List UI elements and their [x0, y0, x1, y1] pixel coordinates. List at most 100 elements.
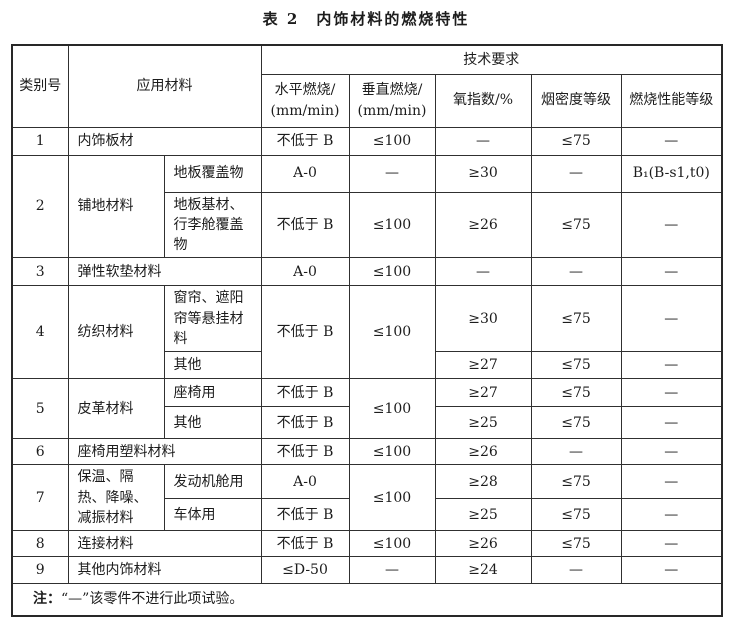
header-material: 应用材料 — [67, 44, 262, 128]
r7-cell-submaterial-1: 发动机舱用 — [163, 464, 262, 500]
table-row-7b: 车体用 不低于 B ≥25 ≤75 — — [12, 498, 723, 532]
r4-cell-oxygen-2: ≥27 — [434, 351, 532, 380]
r6-cell-category: 6 — [11, 438, 69, 466]
r8-cell-fire: — — [620, 530, 723, 558]
r8-cell-vertical: ≤100 — [348, 530, 436, 558]
r2-cell-vertical-1: — — [348, 154, 436, 193]
r7-cell-fire-2: — — [620, 498, 723, 532]
header-row-2: 水平燃烧/ (mm/min) 垂直燃烧/ (mm/min) 氧指数/% 烟密度等… — [12, 73, 723, 128]
r1-cell-vertical: ≤100 — [348, 126, 436, 156]
r4-cell-smoke-2: ≤75 — [530, 351, 622, 380]
r5-cell-smoke-1: ≤75 — [530, 378, 622, 408]
r7-cell-vertical: ≤100 — [348, 464, 436, 532]
r2-cell-material: 铺地材料 — [67, 154, 165, 259]
header-oxygen-index: 氧指数/% — [434, 73, 532, 128]
table-row-5a: 5 皮革材料 座椅用 不低于 B ≤100 ≥27 ≤75 — — [11, 378, 723, 440]
r7-cell-horizontal-2: 不低于 B — [260, 498, 350, 532]
r4-cell-fire-1: — — [620, 285, 723, 353]
header-category: 类别号 — [11, 44, 69, 128]
r7-cell-category: 7 — [11, 464, 69, 532]
table-row-1: 1 内饰板材 不低于 B ≤100 — ≤75 — — [11, 126, 723, 156]
r4-cell-submaterial-1: 窗帘、遮阳帘等悬挂材料 — [163, 285, 262, 353]
r8-cell-horizontal: 不低于 B — [260, 530, 350, 558]
r1-cell-material: 内饰板材 — [67, 126, 262, 156]
r3-cell-oxygen: — — [434, 257, 532, 287]
materials-table: 类别号 应用材料 技术要求 水平燃烧/ (mm/min) 垂直燃烧/ (mm/m… — [11, 44, 724, 617]
r2-cell-fire-1: B₁(B-s1,t0) — [620, 154, 723, 193]
r8-cell-category: 8 — [11, 530, 69, 558]
r8-cell-oxygen: ≥26 — [434, 530, 532, 558]
r7-cell-submaterial-2: 车体用 — [163, 498, 262, 532]
table-row-8: 8 连接材料 不低于 B ≤100 ≥26 ≤75 — — [11, 530, 723, 558]
r2-cell-submaterial-2: 地板基材、行李舱覆盖物 — [163, 191, 262, 259]
table-row-3: 3 弹性软垫材料 A-0 ≤100 — — — — [11, 257, 723, 287]
r4-cell-submaterial-2: 其他 — [163, 351, 262, 380]
r1-cell-oxygen: — — [434, 126, 532, 156]
r1-cell-fire: — — [620, 126, 723, 156]
r9-cell-fire: — — [620, 556, 723, 585]
r5-cell-horizontal-1: 不低于 B — [260, 378, 350, 408]
r9-cell-smoke: — — [530, 556, 622, 585]
r7-cell-smoke-2: ≤75 — [530, 498, 622, 532]
r4-cell-fire-2: — — [620, 351, 723, 380]
r2-cell-submaterial-1: 地板覆盖物 — [163, 154, 262, 193]
r5-cell-oxygen-1: ≥27 — [434, 378, 532, 408]
r8-cell-material: 连接材料 — [67, 530, 262, 558]
r7-cell-oxygen-2: ≥25 — [434, 498, 532, 532]
header-smoke-density: 烟密度等级 — [530, 73, 622, 128]
r4-cell-vertical: ≤100 — [348, 285, 436, 380]
r6-cell-vertical: ≤100 — [348, 438, 436, 466]
r6-cell-fire: — — [620, 438, 723, 466]
r7-cell-material: 保温、隔热、降噪、减振材料 — [67, 464, 165, 532]
header-horizontal-burning: 水平燃烧/ (mm/min) — [260, 73, 350, 128]
r3-cell-category: 3 — [11, 257, 69, 287]
r5-cell-oxygen-2: ≥25 — [434, 406, 532, 440]
r4-cell-horizontal: 不低于 B — [260, 285, 350, 380]
table-note: 注：“—”该零件不进行此项试验。 — [11, 583, 723, 617]
r5-cell-horizontal-2: 不低于 B — [260, 406, 350, 440]
r6-cell-oxygen: ≥26 — [434, 438, 532, 466]
table-row-2a: 2 铺地材料 地板覆盖物 A-0 — ≥30 — B₁(B-s1,t0) — [11, 154, 723, 259]
r5-cell-smoke-2: ≤75 — [530, 406, 622, 440]
r9-cell-horizontal: ≤D-50 — [260, 556, 350, 585]
r5-cell-category: 5 — [11, 378, 69, 440]
r1-cell-smoke: ≤75 — [530, 126, 622, 156]
r4-cell-smoke-1: ≤75 — [530, 285, 622, 353]
r2-cell-vertical-2: ≤100 — [348, 191, 436, 259]
table-row-4a: 4 纺织材料 窗帘、遮阳帘等悬挂材料 不低于 B ≤100 ≥30 ≤75 — — [11, 285, 723, 380]
r5-cell-vertical: ≤100 — [348, 378, 436, 440]
header-row-1: 类别号 应用材料 技术要求 — [11, 44, 723, 128]
r7-cell-oxygen-1: ≥28 — [434, 464, 532, 500]
r2-cell-category: 2 — [11, 154, 69, 259]
table-row-4b: 其他 ≥27 ≤75 — — [12, 351, 723, 380]
r2-cell-smoke-2: ≤75 — [530, 191, 622, 259]
r4-cell-material: 纺织材料 — [67, 285, 165, 380]
r2-cell-oxygen-1: ≥30 — [434, 154, 532, 193]
r1-cell-category: 1 — [11, 126, 69, 156]
table-row-7a: 7 保温、隔热、降噪、减振材料 发动机舱用 A-0 ≤100 ≥28 ≤75 — — [11, 464, 723, 532]
r6-cell-horizontal: 不低于 B — [260, 438, 350, 466]
r1-cell-horizontal: 不低于 B — [260, 126, 350, 156]
table-row-6: 6 座椅用塑料材料 不低于 B ≤100 ≥26 — — — [11, 438, 723, 466]
r7-cell-smoke-1: ≤75 — [530, 464, 622, 500]
r3-cell-smoke: — — [530, 257, 622, 287]
note-text: “—”该零件不进行此项试验。 — [61, 591, 244, 608]
header-vertical-burning: 垂直燃烧/ (mm/min) — [348, 73, 436, 128]
r5-cell-submaterial-2: 其他 — [163, 406, 262, 440]
r3-cell-vertical: ≤100 — [348, 257, 436, 287]
r2-cell-oxygen-2: ≥26 — [434, 191, 532, 259]
r3-cell-horizontal: A-0 — [260, 257, 350, 287]
r2-cell-smoke-1: — — [530, 154, 622, 193]
r9-cell-oxygen: ≥24 — [434, 556, 532, 585]
r9-cell-vertical: — — [348, 556, 436, 585]
table-row-5b: 其他 不低于 B ≥25 ≤75 — — [12, 406, 723, 440]
r4-cell-category: 4 — [11, 285, 69, 380]
r5-cell-fire-1: — — [620, 378, 723, 408]
r6-cell-smoke: — — [530, 438, 622, 466]
r7-cell-fire-1: — — [620, 464, 723, 500]
r5-cell-fire-2: — — [620, 406, 723, 440]
note-label: 注： — [33, 591, 61, 608]
r7-cell-horizontal-1: A-0 — [260, 464, 350, 500]
table-row-2b: 地板基材、行李舱覆盖物 不低于 B ≤100 ≥26 ≤75 — — [12, 191, 723, 259]
r9-cell-category: 9 — [11, 556, 69, 585]
